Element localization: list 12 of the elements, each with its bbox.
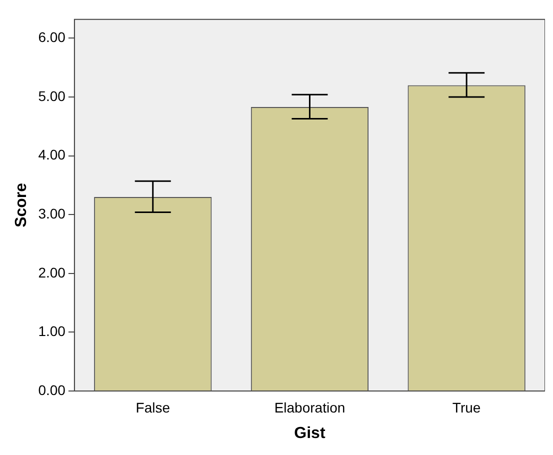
y-tick-label: 0.00: [38, 382, 66, 398]
x-axis-title: Gist: [294, 424, 326, 442]
x-tick-label: Elaboration: [274, 399, 346, 416]
y-tick-label: 5.00: [38, 88, 66, 104]
y-tick-label: 2.00: [38, 264, 66, 280]
y-tick-label: 6.00: [38, 29, 66, 46]
y-tick-label: 3.00: [38, 205, 66, 222]
x-tick-label: False: [136, 399, 170, 416]
y-tick-label: 4.00: [38, 146, 66, 163]
y-axis-title: Score: [13, 182, 30, 228]
x-tick-label: True: [452, 399, 481, 416]
y-tick-label: 1.00: [38, 323, 66, 340]
